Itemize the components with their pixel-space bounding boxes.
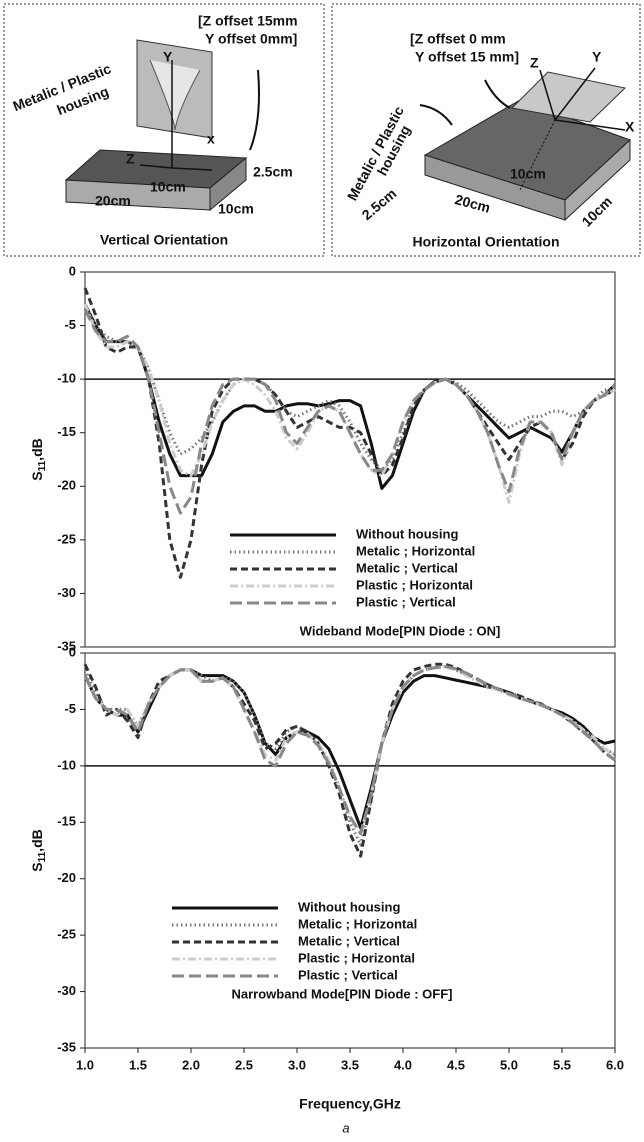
dimension-label: 2.5cm (253, 164, 293, 180)
legend-label: Plastic ; Vertical (298, 967, 398, 982)
legend-box (226, 523, 571, 613)
diagram-vertical: [Z offset 15mm Y offset 0mm] Metalic / P… (3, 3, 325, 257)
annotation: Narrowband Mode[PIN Diode : OFF] (232, 986, 453, 1001)
y-tick-label: -5 (64, 317, 76, 332)
center-line (519, 119, 556, 191)
x-axis-arrow (171, 167, 213, 171)
series-line (83, 665, 616, 836)
axis-label: Z (126, 151, 135, 167)
pointer (484, 79, 511, 109)
pointer (249, 69, 260, 151)
y-tick-label: -20 (57, 870, 76, 885)
legend-label: Metalic ; Vertical (298, 933, 400, 948)
y-tick-label: -15 (57, 814, 76, 829)
dimension-label: 10cm (150, 179, 186, 195)
series-line (83, 303, 615, 472)
y-axis-label: S11,dB (29, 829, 48, 871)
diagram-title: Horizontal Orientation (413, 234, 560, 250)
z-axis-arrow (539, 69, 556, 121)
legend-label: Plastic ; Horizontal (298, 950, 415, 965)
dimension-label: 10cm (218, 201, 254, 217)
y-tick-label: -35 (57, 638, 76, 653)
offset-label: [Z offset 0 mm (410, 31, 506, 47)
legend-box (168, 896, 513, 986)
offset-label: Y offset 0mm] (205, 31, 297, 47)
series-line (83, 308, 617, 515)
axis-label: x (207, 131, 215, 147)
x-tick-label: 6.0 (606, 1057, 624, 1072)
x-tick-label: 2.0 (182, 1057, 200, 1072)
x-tick-label: 1.5 (129, 1057, 147, 1072)
y-tick-label: -25 (57, 927, 76, 942)
axis-label: Y (163, 49, 173, 65)
panel-frame (331, 3, 641, 257)
diagram-horizontal: [Z offset 0 mm Y offset 15 mm] Metalic /… (331, 3, 641, 257)
series-line (83, 287, 616, 579)
legend-label: Plastic ; Vertical (356, 594, 456, 609)
x-axis-label: Frequency,GHz (299, 1096, 401, 1112)
legend-label: Without housing (356, 526, 458, 541)
y-label-sub: 11 (37, 460, 48, 471)
dimension-label: 20cm (95, 193, 131, 209)
series-line (83, 668, 616, 830)
dimension-label: 2.5cm (359, 185, 400, 223)
y-tick-label: 0 (69, 644, 76, 659)
legend-label: Metalic ; Vertical (356, 560, 458, 575)
x-tick-label: 4.0 (394, 1057, 412, 1072)
x-tick-label: 1.0 (76, 1057, 94, 1072)
y-label-rest: ,dB (29, 829, 45, 852)
y-axis-arrow (554, 67, 596, 121)
housing-side (564, 138, 631, 222)
offset-label: [Z offset 15mm (198, 13, 298, 29)
legend-label: Without housing (298, 899, 400, 914)
x-tick-label: 5.0 (500, 1057, 518, 1072)
y-tick-label: -35 (57, 1039, 76, 1054)
offset-label: Y offset 15 mm] (415, 49, 519, 65)
x-tick-label: 3.5 (341, 1057, 359, 1072)
series-line (83, 303, 616, 504)
plot-frame (84, 271, 616, 648)
y-label-rest: ,dB (29, 438, 45, 461)
y-tick-label: -10 (57, 757, 76, 772)
series-line (83, 665, 616, 836)
x-tick-label: 2.5 (235, 1057, 253, 1072)
x-axis-arrow (554, 119, 626, 131)
y-tick-label: 0 (69, 263, 76, 278)
legend-label: Plastic ; Horizontal (356, 577, 473, 592)
z-axis-arrow (139, 164, 173, 169)
axis-label: Y (592, 49, 602, 65)
dimension-label: 10cm (510, 166, 546, 182)
panel-frame (3, 3, 325, 257)
annotation: Wideband Mode[PIN Diode : ON] (300, 623, 501, 638)
x-tick-label: 3.0 (288, 1057, 306, 1072)
y-label-main: S (29, 471, 45, 480)
y-label-main: S (29, 862, 45, 871)
axis-label: Z (530, 55, 539, 71)
pointer (419, 104, 453, 126)
y-tick-label: -15 (57, 424, 76, 439)
y-label-sub: 11 (37, 851, 48, 862)
y-tick-label: -25 (57, 531, 76, 546)
y-tick-label: -30 (57, 585, 76, 600)
x-tick-label: 4.5 (447, 1057, 465, 1072)
diagram-title: Vertical Orientation (100, 232, 228, 248)
antenna-pattern (149, 59, 201, 131)
y-tick-label: -20 (57, 478, 76, 493)
series-line (83, 662, 616, 858)
axis-label: X (625, 119, 635, 135)
y-axis-label: S11,dB (29, 438, 48, 480)
legend-label: Metalic ; Horizontal (298, 916, 417, 931)
y-tick-label: -10 (57, 371, 76, 386)
legend-label: Metalic ; Horizontal (356, 543, 475, 558)
y-tick-label: -5 (64, 701, 76, 716)
caption: a (342, 1120, 349, 1135)
housing-side (209, 156, 247, 212)
y-tick-label: -30 (57, 983, 76, 998)
antenna (510, 71, 627, 123)
x-tick-label: 5.5 (553, 1057, 571, 1072)
